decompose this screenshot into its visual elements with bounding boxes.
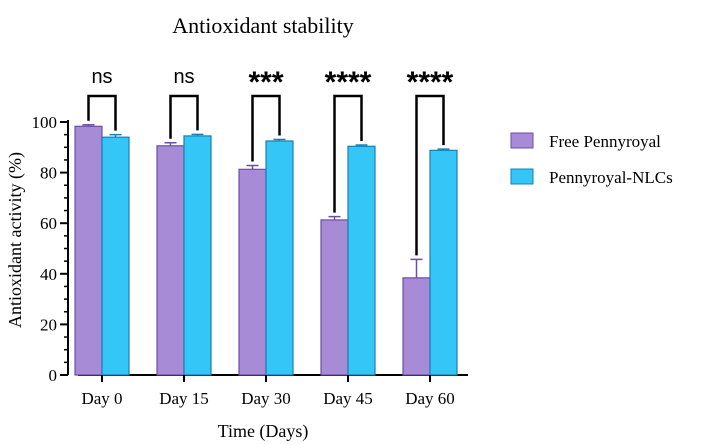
y-tick-label: 80	[40, 164, 57, 183]
y-tick-label: 0	[49, 366, 58, 385]
y-axis-label: Antioxidant activity (%)	[5, 152, 26, 328]
legend: Free Pennyroyal Pennyroyal-NLCs	[510, 132, 673, 187]
significance-label: ns	[91, 66, 112, 88]
legend-label-free-pennyroyal: Free Pennyroyal	[549, 132, 661, 151]
significance-label: ***	[248, 66, 283, 99]
bar-pennyroyal-nlcs	[265, 140, 294, 376]
x-tick-label: Day 30	[241, 389, 291, 408]
significance-bracket	[169, 94, 199, 139]
bar-free-pennyroyal	[156, 145, 185, 376]
x-tick-label: Day 0	[81, 389, 122, 408]
bar-free-pennyroyal	[74, 125, 103, 376]
chart-title: Antioxidant stability	[172, 13, 354, 38]
bar-free-pennyroyal	[320, 219, 349, 376]
bar-pennyroyal-nlcs	[183, 135, 212, 376]
bar-pennyroyal-nlcs	[347, 145, 376, 376]
significance-label: ****	[407, 66, 454, 99]
bar-pennyroyal-nlcs	[429, 149, 458, 376]
bar-free-pennyroyal	[238, 168, 267, 376]
y-tick-label: 20	[40, 315, 57, 334]
y-tick-label: 40	[40, 265, 57, 284]
y-tick-label: 100	[32, 113, 58, 132]
significance-bracket	[415, 94, 445, 256]
x-axis-label: Time (Days)	[218, 421, 309, 442]
legend-swatch-pennyroyal-nlcs	[510, 168, 534, 185]
significance-label: ****	[325, 66, 372, 99]
bar-pennyroyal-nlcs	[101, 136, 130, 376]
y-tick-label: 60	[40, 214, 57, 233]
legend-label-pennyroyal-nlcs: Pennyroyal-NLCs	[549, 168, 673, 187]
x-tick-label: Day 45	[323, 389, 373, 408]
significance-label: ns	[173, 66, 194, 88]
plot-area: 0 20 40 60 80 100 Day 0 ns Day 15 ns Day 30 *** Day …	[32, 66, 468, 408]
x-tick-label: Day 60	[405, 389, 455, 408]
significance-bracket	[251, 94, 281, 162]
x-tick-label: Day 15	[159, 389, 209, 408]
significance-bracket	[333, 94, 363, 213]
significance-bracket	[87, 94, 117, 131]
legend-swatch-free-pennyroyal	[510, 132, 534, 149]
bar-free-pennyroyal	[402, 277, 431, 376]
